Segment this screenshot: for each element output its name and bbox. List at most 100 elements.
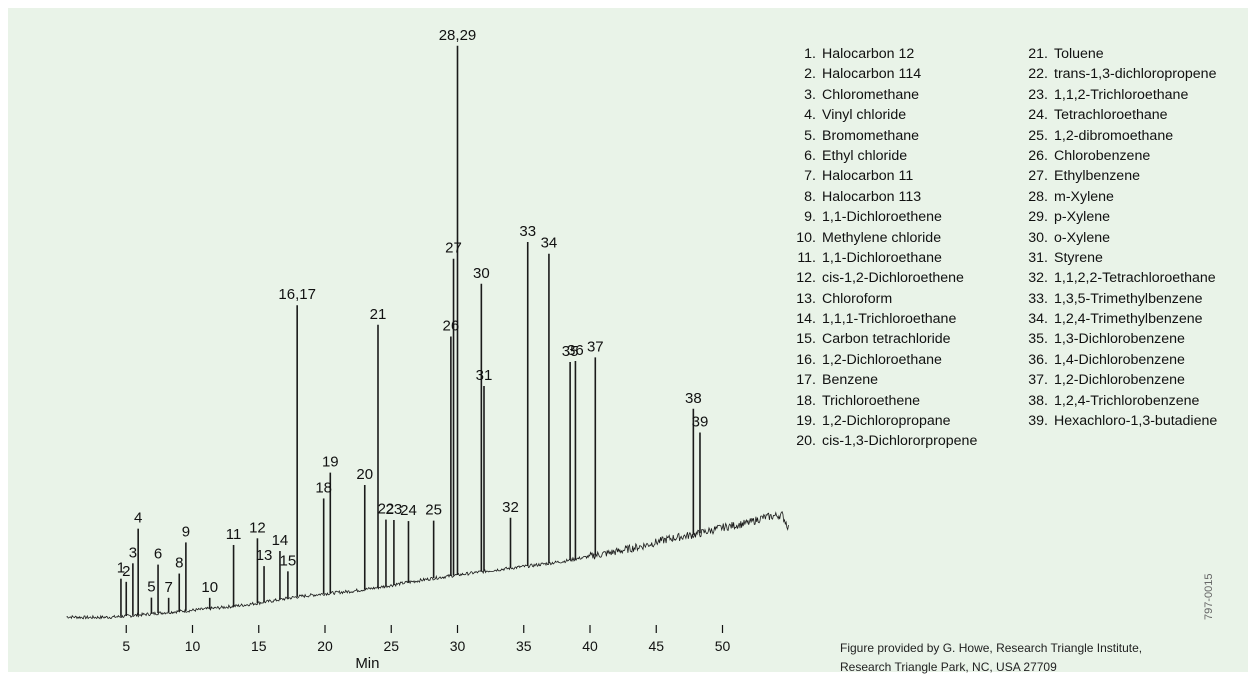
legend-number: 29.	[1028, 209, 1048, 226]
legend-number: 3.	[804, 86, 816, 103]
legend-item: 16. 1,2-Dichloroethane	[786, 350, 1018, 370]
legend-item: 30. o-Xylene	[1018, 228, 1256, 248]
legend-number: 14.	[796, 311, 816, 328]
legend-number: 34.	[1028, 311, 1048, 328]
legend-compound-name: 1,1,2-Trichloroethane	[1054, 86, 1189, 103]
legend-item: 4. Vinyl chloride	[786, 105, 1018, 125]
legend-compound-name: Halocarbon 11	[822, 168, 914, 185]
legend-item: 33. 1,3,5-Trimethylbenzene	[1018, 289, 1256, 309]
peak-label-25: 26	[443, 318, 460, 335]
legend-number: 39.	[1028, 413, 1048, 430]
legend-number: 38.	[1028, 392, 1048, 409]
x-tick-label-10: 10	[185, 638, 201, 654]
legend-item: 31. Styrene	[1018, 248, 1256, 268]
legend-compound-name: 1,3,5-Trimethylbenzene	[1054, 290, 1203, 307]
legend-number: 20.	[796, 433, 816, 450]
legend-compound-name: Halocarbon 114	[822, 66, 922, 83]
legend-item: 22. trans-1,3-dichloropropene	[1018, 64, 1256, 84]
legend-item: 24. Tetrachloroethane	[1018, 105, 1256, 125]
legend-item: 35. 1,3-Dichlorobenzene	[1018, 329, 1256, 349]
credit-line-1: Figure provided by G. Howe, Research Tri…	[840, 641, 1143, 655]
x-tick-label-25: 25	[383, 638, 399, 654]
legend-compound-name: cis-1,2-Dichloroethene	[822, 270, 964, 287]
legend-compound-name: 1,4-Dichlorobenzene	[1054, 351, 1185, 368]
peak-label-17: 18	[315, 479, 332, 496]
peak-label-7: 7	[164, 579, 172, 596]
figure-code: 797-0015	[1203, 573, 1215, 621]
legend-number: 10.	[796, 229, 816, 246]
legend-item: 28. m-Xylene	[1018, 187, 1256, 207]
peak-label-22: 23	[386, 501, 403, 518]
legend-number: 11.	[797, 249, 816, 266]
legend-compound-name: 1,2-Dichloropropane	[822, 413, 951, 430]
legend-compound-name: p-Xylene	[1054, 209, 1110, 226]
legend-item: 17. Benzene	[786, 370, 1018, 390]
legend-item: 12. cis-1,2-Dichloroethene	[786, 268, 1018, 288]
legend-item: 21. Toluene	[1018, 44, 1256, 64]
legend-compound-name: 1,1,2,2-Tetrachloroethane	[1054, 270, 1216, 287]
legend-item: 19. 1,2-Dichloropropane	[786, 411, 1018, 431]
compound-legend: 1. Halocarbon 12 2. Halocarbon 114 3. Chlorom…	[786, 44, 1256, 452]
legend-number: 5.	[804, 127, 816, 144]
legend-compound-name: cis-1,3-Dichlororpropene	[822, 433, 978, 450]
peak-label-8: 8	[175, 555, 183, 572]
legend-item: 23. 1,1,2-Trichloroethane	[1018, 85, 1256, 105]
legend-compound-name: 1,2-Dichloroethane	[822, 351, 942, 368]
legend-number: 25.	[1028, 127, 1048, 144]
legend-compound-name: Chloromethane	[822, 86, 920, 103]
legend-item: 36. 1,4-Dichlorobenzene	[1018, 350, 1256, 370]
peak-label-35: 37	[587, 338, 604, 355]
legend-number: 26.	[1028, 147, 1048, 164]
legend-number: 23.	[1028, 86, 1048, 103]
legend-number: 15.	[796, 331, 816, 348]
legend-number: 4.	[804, 107, 816, 124]
peak-label-16: 16,17	[278, 286, 316, 303]
legend-item: 39. Hexachloro-1,3-butadiene	[1018, 411, 1256, 431]
legend-compound-name: 1,3-Dichlorobenzene	[1054, 331, 1185, 348]
legend-compound-name: o-Xylene	[1054, 229, 1110, 246]
peak-label-15: 15	[280, 552, 297, 569]
peak-label-36: 38	[685, 390, 702, 407]
legend-compound-name: Carbon tetrachloride	[822, 331, 951, 348]
x-axis-label: Min	[355, 655, 379, 672]
legend-number: 6.	[804, 147, 816, 164]
legend-compound-name: 1,2,4-Trimethylbenzene	[1054, 311, 1203, 328]
legend-number: 27.	[1028, 168, 1048, 185]
legend-compound-name: Ethyl chloride	[822, 147, 908, 164]
legend-compound-name: Tetrachloroethane	[1054, 107, 1168, 124]
figure-panel: 1 2 3 4 5 6 7 8 9 10 11 12 13 14 15 16,17 18 19 20 21 22 23 24…	[8, 8, 1248, 674]
legend-item: 3. Chloromethane	[786, 85, 1018, 105]
peak-label-30: 32	[502, 499, 519, 516]
legend-item: 2. Halocarbon 114	[786, 64, 1018, 84]
legend-compound-name: 1,1-Dichloroethene	[822, 209, 942, 226]
legend-item: 32. 1,1,2,2-Tetrachloroethane	[1018, 268, 1256, 288]
peak-label-3: 3	[129, 544, 137, 561]
peak-label-14: 14	[272, 532, 289, 549]
peak-label-24: 25	[425, 502, 442, 519]
baseline-trace	[66, 510, 789, 620]
legend-number: 12.	[796, 270, 816, 287]
legend-item: 29. p-Xylene	[1018, 207, 1256, 227]
legend-item: 27. Ethylbenzene	[1018, 166, 1256, 186]
legend-compound-name: trans-1,3-dichloropropene	[1054, 66, 1217, 83]
peak-label-1: 1	[117, 560, 125, 577]
peak-label-5: 5	[147, 579, 155, 596]
peak-label-28: 30	[473, 265, 490, 282]
legend-compound-name: Benzene	[822, 372, 879, 389]
legend-item: 6. Ethyl chloride	[786, 146, 1018, 166]
x-tick-label-40: 40	[582, 638, 598, 654]
legend-compound-name: Ethylbenzene	[1054, 168, 1140, 185]
peak-label-4: 4	[134, 510, 142, 527]
legend-number: 35.	[1028, 331, 1048, 348]
legend-item: 11. 1,1-Dichloroethane	[786, 248, 1018, 268]
legend-number: 17.	[796, 372, 816, 389]
legend-item: 15. Carbon tetrachloride	[786, 329, 1018, 349]
peak-label-6: 6	[154, 546, 162, 563]
legend-number: 32.	[1028, 270, 1048, 287]
legend-number: 22.	[1028, 66, 1048, 83]
legend-number: 7.	[804, 168, 816, 185]
x-tick-label-20: 20	[317, 638, 333, 654]
legend-item: 9. 1,1-Dichloroethene	[786, 207, 1018, 227]
